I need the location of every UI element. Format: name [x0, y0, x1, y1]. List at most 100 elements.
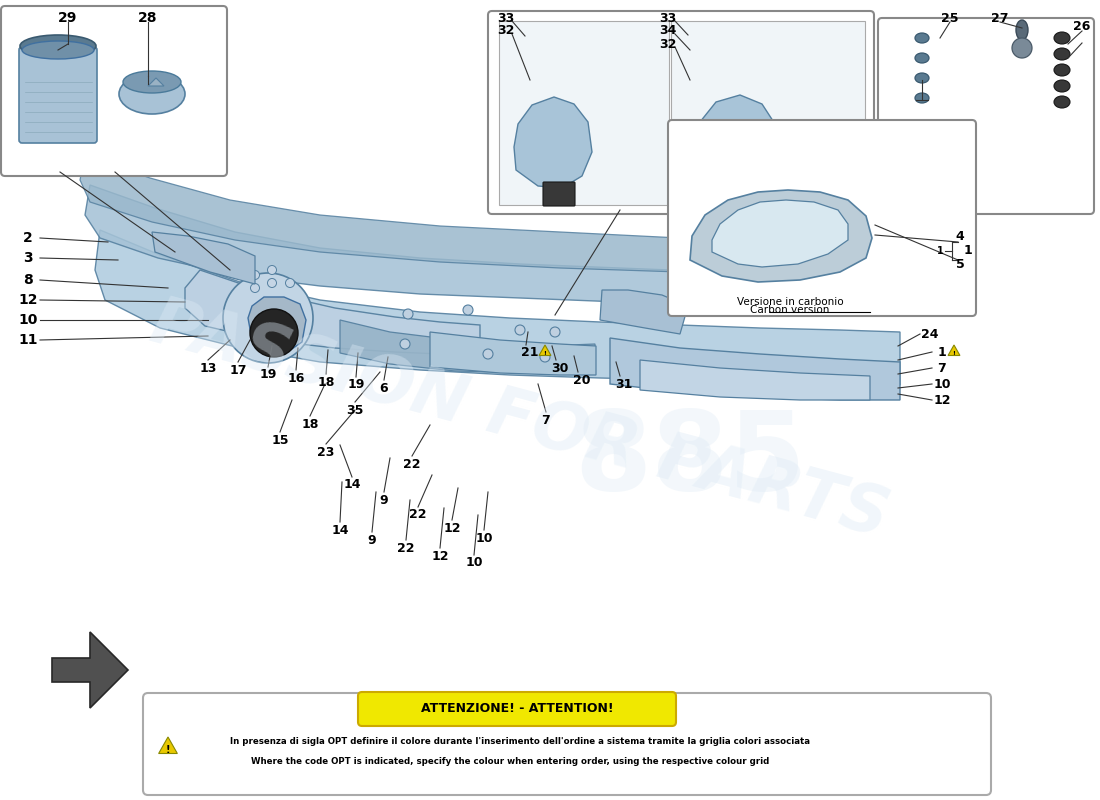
- Text: 28: 28: [139, 11, 157, 25]
- Ellipse shape: [915, 33, 930, 43]
- Text: 19: 19: [260, 369, 277, 382]
- Ellipse shape: [1054, 80, 1070, 92]
- FancyBboxPatch shape: [143, 693, 991, 795]
- Text: 33: 33: [497, 11, 515, 25]
- Text: 1: 1: [964, 243, 972, 257]
- FancyBboxPatch shape: [499, 21, 669, 205]
- Ellipse shape: [119, 74, 185, 114]
- Polygon shape: [248, 297, 306, 353]
- Text: 1: 1: [937, 346, 946, 358]
- Text: !: !: [953, 350, 956, 355]
- Text: 24: 24: [922, 327, 938, 341]
- Polygon shape: [514, 97, 592, 188]
- Text: Versione in carbonio: Versione in carbonio: [737, 297, 844, 307]
- Text: 17: 17: [229, 363, 246, 377]
- Polygon shape: [152, 232, 255, 284]
- FancyBboxPatch shape: [19, 47, 97, 143]
- Text: 32: 32: [659, 38, 676, 50]
- Polygon shape: [690, 190, 872, 282]
- Text: 16: 16: [287, 371, 305, 385]
- Ellipse shape: [1054, 48, 1070, 60]
- Text: 29: 29: [58, 11, 78, 25]
- Text: 33: 33: [659, 11, 676, 25]
- Circle shape: [1012, 38, 1032, 58]
- Text: 885: 885: [574, 406, 806, 514]
- Circle shape: [250, 309, 298, 357]
- Polygon shape: [148, 78, 164, 86]
- Text: 11: 11: [19, 333, 37, 347]
- Circle shape: [223, 273, 314, 363]
- Text: 34: 34: [659, 25, 676, 38]
- Text: 10: 10: [475, 531, 493, 545]
- Circle shape: [251, 283, 260, 293]
- Polygon shape: [610, 338, 900, 400]
- Text: 14: 14: [343, 478, 361, 491]
- Polygon shape: [539, 345, 551, 355]
- Text: ATTENZIONE! - ATTENTION!: ATTENZIONE! - ATTENTION!: [420, 702, 614, 715]
- Circle shape: [540, 352, 550, 362]
- Ellipse shape: [1054, 96, 1070, 108]
- Text: 27: 27: [991, 11, 1009, 25]
- Ellipse shape: [915, 93, 930, 103]
- Text: 13: 13: [199, 362, 217, 374]
- FancyBboxPatch shape: [488, 11, 874, 214]
- Text: 10: 10: [465, 557, 483, 570]
- Text: 14: 14: [331, 523, 349, 537]
- FancyBboxPatch shape: [543, 182, 575, 206]
- Text: 10: 10: [933, 378, 950, 390]
- Circle shape: [550, 327, 560, 337]
- Text: 21: 21: [521, 346, 539, 358]
- Text: 1: 1: [936, 246, 944, 256]
- Circle shape: [251, 270, 260, 279]
- Text: 3: 3: [23, 251, 33, 265]
- Text: 2: 2: [23, 231, 33, 245]
- Ellipse shape: [1054, 32, 1070, 44]
- Text: 5: 5: [956, 258, 965, 270]
- Text: 10: 10: [19, 313, 37, 327]
- Text: Where the code OPT is indicated, specify the colour when entering order, using t: Where the code OPT is indicated, specify…: [251, 758, 769, 766]
- Text: 22: 22: [409, 509, 427, 522]
- Text: 12: 12: [431, 550, 449, 562]
- Text: 7: 7: [541, 414, 550, 426]
- Polygon shape: [430, 332, 596, 375]
- Text: 12: 12: [19, 293, 37, 307]
- Ellipse shape: [22, 41, 94, 59]
- Polygon shape: [185, 270, 480, 355]
- Ellipse shape: [20, 35, 96, 57]
- Text: 4: 4: [956, 230, 965, 242]
- Text: 30: 30: [551, 362, 569, 374]
- Circle shape: [286, 278, 295, 287]
- Polygon shape: [85, 185, 880, 312]
- Text: 20: 20: [573, 374, 591, 386]
- Text: Carbon version: Carbon version: [750, 305, 829, 315]
- Polygon shape: [52, 632, 128, 708]
- Circle shape: [403, 309, 412, 319]
- Ellipse shape: [915, 73, 930, 83]
- Ellipse shape: [1016, 20, 1028, 40]
- Text: 15: 15: [272, 434, 288, 446]
- FancyBboxPatch shape: [358, 692, 676, 726]
- Polygon shape: [600, 290, 688, 334]
- Text: 32: 32: [497, 25, 515, 38]
- Circle shape: [483, 349, 493, 359]
- Circle shape: [463, 305, 473, 315]
- Polygon shape: [948, 345, 960, 355]
- Text: 19: 19: [348, 378, 365, 391]
- Text: 18: 18: [317, 375, 334, 389]
- Text: 25: 25: [942, 11, 959, 25]
- Polygon shape: [95, 230, 900, 385]
- Text: 7: 7: [937, 362, 946, 374]
- Polygon shape: [80, 155, 880, 278]
- Text: 12: 12: [933, 394, 950, 406]
- Ellipse shape: [123, 71, 182, 93]
- Text: 22: 22: [397, 542, 415, 554]
- Text: !: !: [166, 745, 170, 754]
- Text: In presenza di sigla OPT definire il colore durante l'inserimento dell'ordine a : In presenza di sigla OPT definire il col…: [230, 738, 810, 746]
- Ellipse shape: [915, 53, 930, 63]
- Circle shape: [515, 325, 525, 335]
- FancyBboxPatch shape: [878, 18, 1094, 214]
- Text: 18: 18: [301, 418, 319, 430]
- Text: 35: 35: [346, 403, 364, 417]
- Polygon shape: [712, 200, 848, 267]
- Text: 9: 9: [379, 494, 388, 506]
